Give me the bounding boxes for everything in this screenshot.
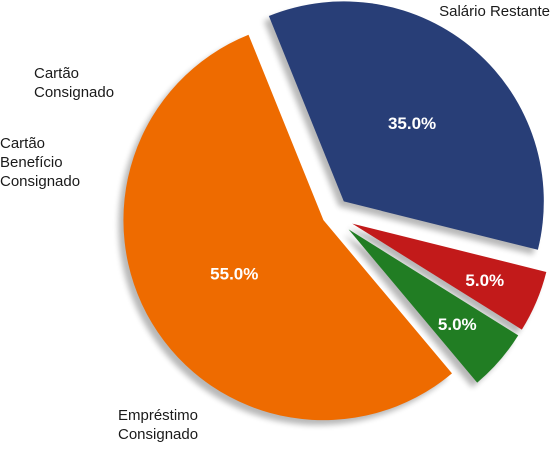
- category-label-emprestimo-consignado: Empréstimo Consignado: [118, 407, 198, 443]
- pct-label-emprestimo-consignado: 35.0%: [388, 114, 436, 133]
- pie-slice-salario-restante: [123, 34, 452, 421]
- pct-label-salario-restante: 55.0%: [210, 265, 258, 284]
- pct-label-cartao-consignado: 5.0%: [438, 315, 477, 334]
- pie-slice-cartao-consignado: [348, 229, 519, 383]
- category-label-cartao-consignado: Cartão Consignado: [34, 65, 114, 101]
- pct-label-cartao-beneficio-consignado: 5.0%: [465, 271, 504, 290]
- pie-slice-cartao-beneficio-consignado: [352, 223, 547, 330]
- pie-slices: [123, 1, 547, 421]
- category-label-cartao-beneficio-consignado: Cartão Benefício Consignado: [0, 135, 80, 190]
- percentage-labels: 55.0% 35.0% 5.0% 5.0%: [210, 114, 504, 334]
- category-label-salario-restante: Salário Restante: [439, 3, 550, 20]
- pie-slice-emprestimo-consignado: [268, 1, 544, 250]
- category-labels: Salário Restante Empréstimo Consignado Cart…: [0, 3, 550, 443]
